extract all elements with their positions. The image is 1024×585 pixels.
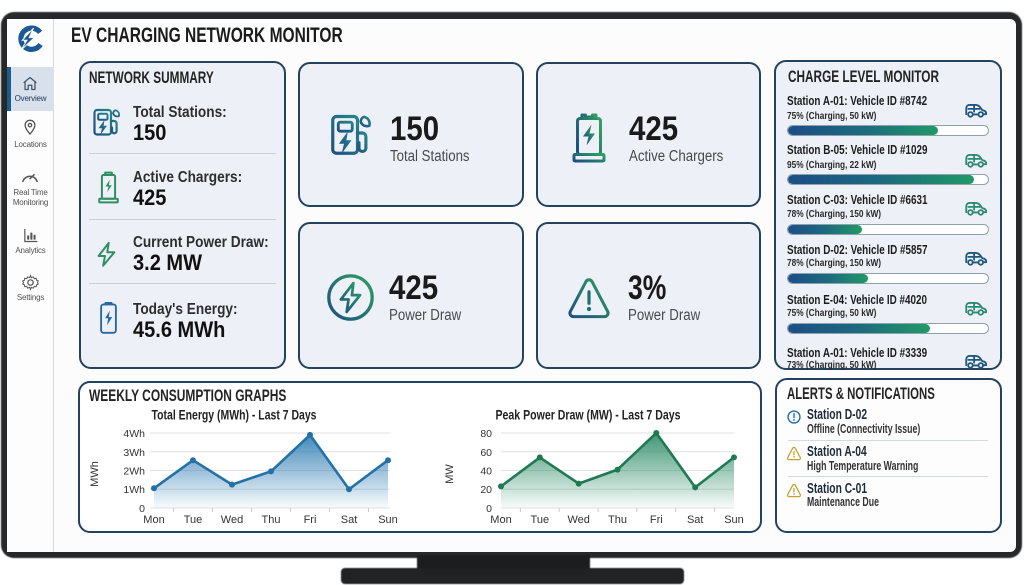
svg-text:0: 0 (486, 503, 492, 515)
svg-text:Sat: Sat (687, 514, 704, 526)
svg-text:Tue: Tue (184, 514, 203, 526)
svg-text:MWh: MWh (89, 461, 101, 487)
svg-text:Sat: Sat (341, 514, 358, 526)
svg-text:Peak Power Draw (MW) - Last 7: Peak Power Draw (MW) - Last 7 Days (496, 407, 681, 423)
svg-text:Thu: Thu (262, 514, 281, 526)
svg-text:60: 60 (480, 447, 492, 459)
svg-text:Mon: Mon (490, 514, 511, 526)
svg-text:4Wh: 4Wh (123, 428, 145, 440)
svg-text:Mon: Mon (143, 514, 164, 526)
svg-text:Total Energy (MWh) - Last 7 Da: Total Energy (MWh) - Last 7 Days (152, 407, 317, 423)
svg-text:Tue: Tue (531, 514, 550, 526)
svg-text:2Wh: 2Wh (123, 466, 145, 478)
svg-text:40: 40 (480, 466, 492, 478)
svg-text:0: 0 (139, 503, 145, 515)
svg-text:Fri: Fri (304, 514, 317, 526)
svg-text:Wed: Wed (221, 514, 243, 526)
svg-text:80: 80 (480, 428, 492, 440)
svg-text:Thu: Thu (608, 514, 627, 526)
svg-text:20: 20 (480, 484, 492, 496)
svg-text:MW: MW (444, 464, 456, 484)
svg-text:1Wh: 1Wh (123, 484, 145, 496)
svg-text:3Wh: 3Wh (123, 447, 145, 459)
svg-text:Fri: Fri (650, 514, 663, 526)
svg-text:Sun: Sun (724, 514, 744, 526)
svg-text:Wed: Wed (567, 514, 589, 526)
svg-text:Sun: Sun (378, 514, 398, 526)
